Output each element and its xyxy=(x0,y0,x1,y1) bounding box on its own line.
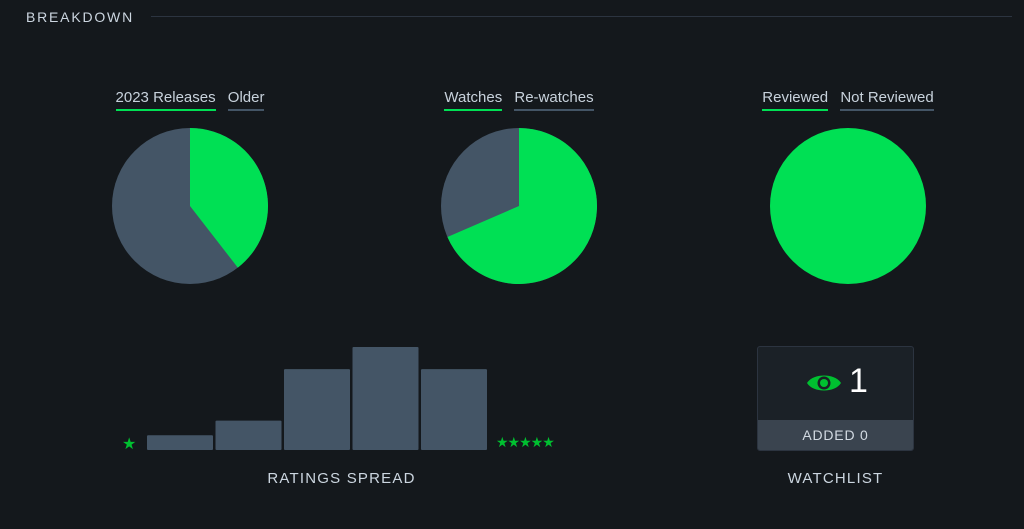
watchlist-summary: 1 xyxy=(758,347,913,419)
pie-slice-primary xyxy=(190,128,268,268)
pie-chart-releases xyxy=(112,128,268,284)
pie-chart-watches xyxy=(441,128,597,284)
legend-older[interactable]: Older xyxy=(227,88,265,111)
pie-reviews: Reviewed Not Reviewed xyxy=(728,88,968,298)
section-divider xyxy=(151,16,1012,17)
section-title: BREAKDOWN xyxy=(26,9,134,25)
pie-slice-primary xyxy=(447,128,597,284)
eye-icon xyxy=(807,375,841,391)
watchlist-label: WATCHLIST xyxy=(787,470,884,487)
star-icon-low: ★ xyxy=(122,436,137,453)
ratings-histogram xyxy=(147,347,487,450)
rating-bar-5[interactable] xyxy=(421,369,487,450)
section-header: BREAKDOWN xyxy=(26,8,1016,28)
pie-releases: 2023 Releases Older xyxy=(70,88,310,298)
ratings-spread: ★ ★★★★★ RATINGS SPREAD xyxy=(110,340,580,500)
rating-bar-3[interactable] xyxy=(284,369,350,450)
pie-chart-reviews xyxy=(770,128,926,284)
pie-legend: 2023 Releases Older xyxy=(70,88,310,111)
rating-bar-1[interactable] xyxy=(147,435,213,450)
rating-bar-2[interactable] xyxy=(215,420,282,450)
watchlist-count: 1 xyxy=(849,362,868,400)
watchlist-card[interactable]: 1 ADDED 0 xyxy=(757,346,914,451)
legend-watches[interactable]: Watches xyxy=(444,88,503,111)
pie-legend: Watches Re-watches xyxy=(399,88,639,111)
legend-rewatches[interactable]: Re-watches xyxy=(514,88,594,111)
rating-bar-4[interactable] xyxy=(352,347,419,450)
pie-legend: Reviewed Not Reviewed xyxy=(728,88,968,111)
ratings-spread-label: RATINGS SPREAD xyxy=(267,470,416,487)
legend-reviewed[interactable]: Reviewed xyxy=(762,88,829,111)
pie-slice-primary xyxy=(770,128,926,284)
five-stars-icon: ★★★★★ xyxy=(496,434,555,450)
legend-2023-releases[interactable]: 2023 Releases xyxy=(115,88,216,111)
watchlist-added: ADDED 0 xyxy=(758,420,913,450)
legend-not-reviewed[interactable]: Not Reviewed xyxy=(840,88,934,111)
pie-watches: Watches Re-watches xyxy=(399,88,639,298)
watchlist: 1 ADDED 0 WATCHLIST xyxy=(757,346,914,487)
